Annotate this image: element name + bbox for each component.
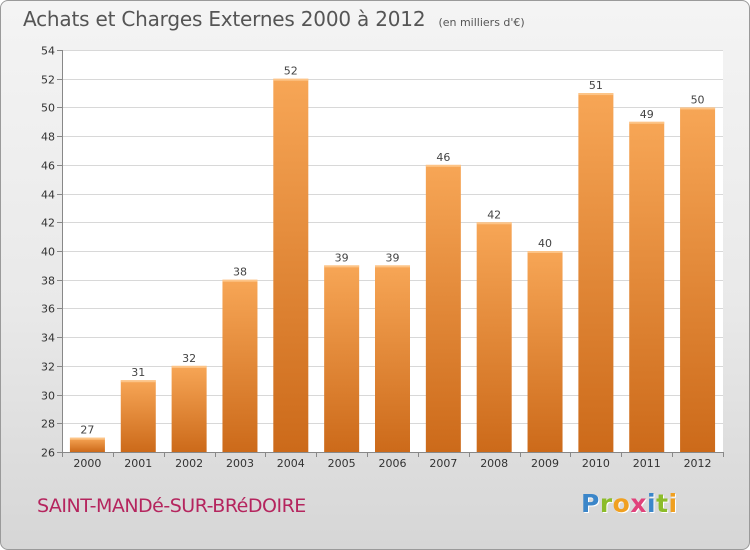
data-label: 50: [691, 93, 705, 106]
y-tick-label: 38: [41, 275, 55, 288]
data-label: 49: [640, 108, 654, 121]
bar: [476, 222, 512, 452]
x-tick-label: 2008: [480, 457, 508, 470]
bar: [629, 121, 665, 453]
title-row: Achats et Charges Externes 2000 à 2012 (…: [23, 7, 525, 31]
data-label: 32: [182, 352, 196, 365]
brand-letter: P: [581, 489, 600, 518]
chart-title: Achats et Charges Externes 2000 à 2012: [23, 7, 426, 31]
y-tick-label: 34: [41, 332, 55, 345]
x-tick-label: 2001: [124, 457, 152, 470]
y-tick-label: 26: [41, 447, 55, 460]
data-label: 51: [589, 79, 603, 92]
bar-highlight: [120, 380, 156, 383]
bar-highlight: [222, 279, 258, 282]
data-label: 39: [386, 251, 400, 264]
bar-highlight: [69, 437, 105, 440]
bar-highlight: [375, 265, 410, 268]
bars: [69, 78, 716, 453]
x-tick-label: 2010: [582, 457, 610, 470]
data-label: 52: [284, 65, 298, 78]
bar: [578, 93, 614, 453]
bar: [69, 437, 105, 452]
brand-letter: r: [599, 489, 613, 518]
y-tick-label: 40: [41, 246, 55, 259]
y-tick-label: 52: [41, 74, 55, 87]
y-tick-label: 46: [41, 160, 55, 173]
bar: [120, 380, 156, 452]
bar: [222, 279, 258, 452]
x-axis: 2000 2001 2002 2003 2004 2005 2006 2007 2008 2009…: [62, 452, 724, 470]
proxiti-logo: Proxiti: [581, 489, 678, 518]
bar-highlight: [578, 93, 614, 96]
data-label: 27: [80, 424, 94, 437]
bar: [527, 251, 563, 452]
bar-highlight: [324, 265, 360, 268]
y-tick-label: 42: [41, 217, 55, 230]
x-tick-label: 2000: [73, 457, 101, 470]
bar: [425, 164, 461, 452]
y-tick-label: 48: [41, 131, 55, 144]
bar: [273, 78, 309, 452]
y-tick-label: 36: [41, 303, 55, 316]
bar: [171, 365, 207, 452]
y-tick-label: 28: [41, 418, 55, 431]
brand-letter: x: [630, 489, 647, 518]
data-label: 46: [436, 151, 450, 164]
bar: [324, 265, 360, 452]
bar: [375, 265, 410, 452]
x-tick-label: 2007: [429, 457, 457, 470]
x-tick-label: 2003: [226, 457, 254, 470]
brand-letter: i: [647, 489, 657, 518]
data-label: 42: [487, 208, 501, 221]
bar-highlight: [680, 107, 716, 110]
bar: [680, 107, 716, 452]
chart-subtitle: (en milliers d'€): [438, 16, 525, 29]
bar-highlight: [527, 251, 563, 253]
brand-letter: i: [668, 489, 678, 518]
data-label: 40: [538, 237, 552, 250]
commune-name: SAINT-MANDé-SUR-BRéDOIRE: [37, 495, 306, 517]
y-tick-label: 32: [41, 361, 55, 374]
brand-letter: o: [612, 489, 631, 518]
x-tick-label: 2011: [633, 457, 661, 470]
data-label: 31: [131, 366, 145, 379]
bar-highlight: [629, 121, 665, 124]
bar-highlight: [171, 365, 207, 368]
brand-letter: t: [656, 489, 669, 518]
bar-highlight: [425, 164, 461, 167]
data-labels: 27 31 32 38 52 39 39 46 42 40 51 49 50: [80, 65, 704, 437]
y-tick-label: 54: [41, 45, 55, 58]
x-tick-label: 2002: [175, 457, 203, 470]
x-tick-label: 2009: [531, 457, 559, 470]
bar-highlight: [476, 222, 512, 225]
data-label: 38: [233, 266, 247, 279]
x-tick-label: 2012: [684, 457, 712, 470]
y-tick-label: 44: [41, 189, 55, 202]
y-tick-label: 50: [41, 102, 55, 115]
bar-highlight: [273, 78, 309, 81]
x-tick-label: 2006: [379, 457, 407, 470]
y-tick-label: 30: [41, 390, 55, 403]
data-label: 39: [335, 251, 349, 264]
y-axis: 26 28 30 32 34 36 38 40 42 44 46 48 50 52 54: [41, 45, 63, 460]
x-tick-label: 2005: [328, 457, 356, 470]
x-tick-label: 2004: [277, 457, 305, 470]
